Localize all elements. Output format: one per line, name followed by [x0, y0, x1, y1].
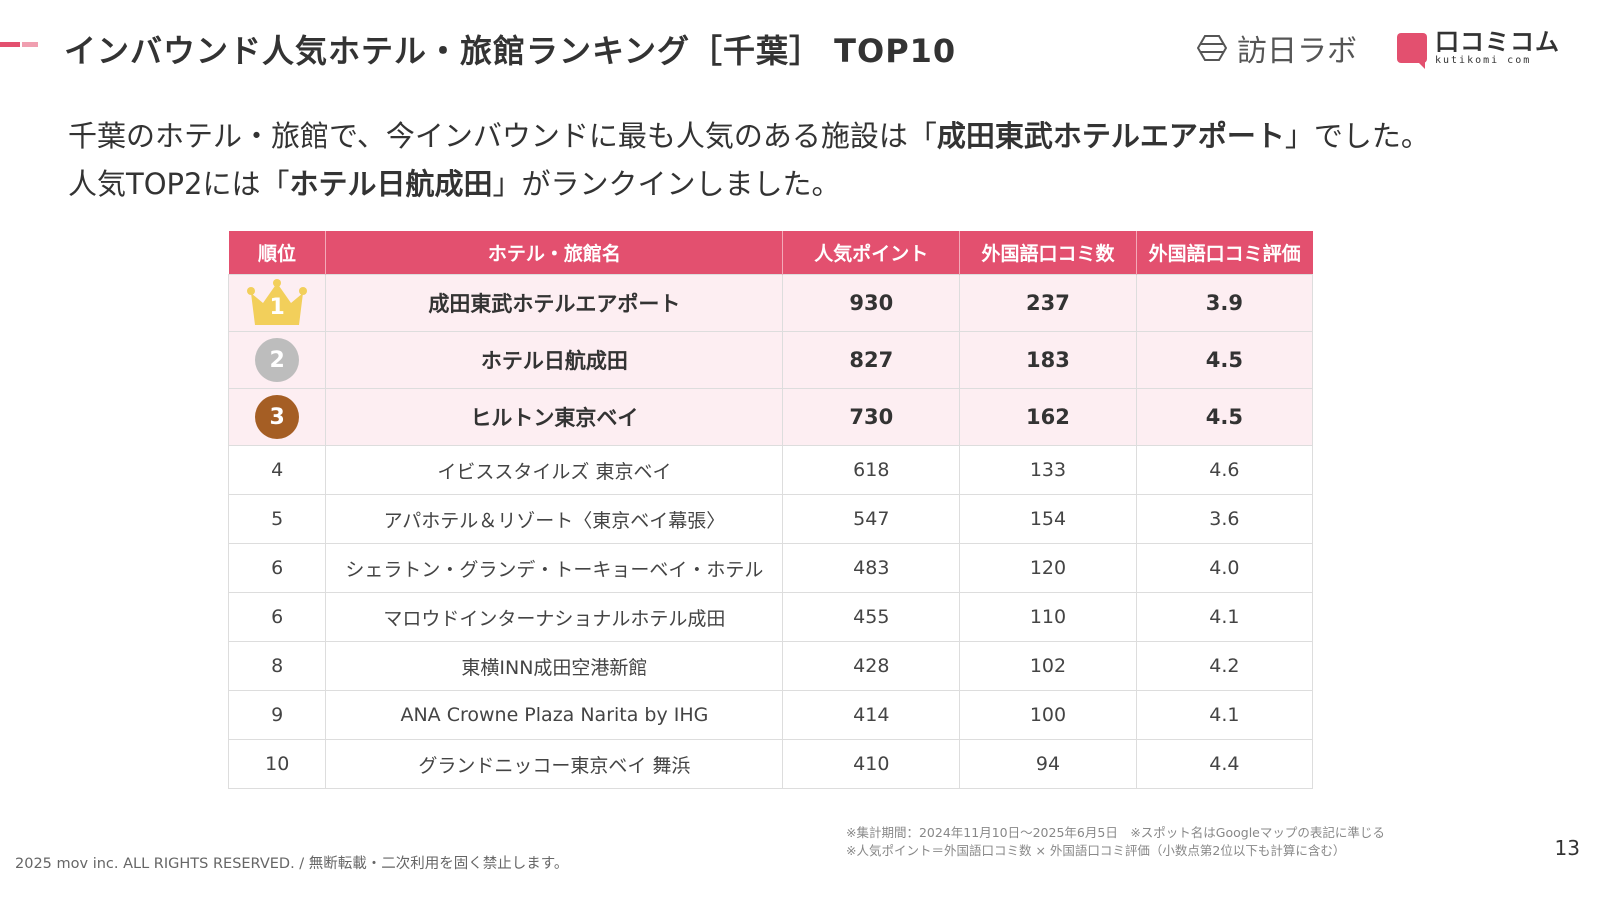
hexagon-logo-icon [1197, 35, 1227, 61]
footnotes: ※集計期間：2024年11月10日〜2025年6月5日 ※スポット名はGoogl… [846, 824, 1385, 860]
kuchikomi-logo-subtext: kutikomi com [1435, 55, 1532, 66]
hotel-name-cell: アパホテル＆リゾート〈東京ベイ幕張〉 [325, 494, 784, 544]
review-count-cell: 120 [959, 543, 1137, 593]
rank-cell: 8 [227, 641, 327, 691]
rank-cell: 6 [227, 543, 327, 593]
review-rating-cell: 4.1 [1135, 592, 1314, 642]
houmon-lab-logo: 訪日ラボ [1197, 26, 1357, 70]
lead-line-2: 人気TOP2には「ホテル日航成田」がランクインしました。 [68, 167, 841, 201]
review-rating-cell: 4.0 [1135, 543, 1314, 593]
crown-icon: 1 [245, 279, 309, 327]
review-rating-cell: 4.4 [1135, 739, 1314, 789]
table-row: 10 グランドニッコー東京ベイ 舞浜 410 94 4.4 [227, 739, 1314, 789]
table-row: 9 ANA Crowne Plaza Narita by IHG 414 100… [227, 690, 1314, 740]
table-header-row: 順位 ホテル・旅館名 人気ポイント 外国語口コミ数 外国語口コミ評価 [228, 231, 1313, 275]
footnote-line-1: ※集計期間：2024年11月10日〜2025年6月5日 ※スポット名はGoogl… [846, 825, 1385, 840]
rank-cell: 2 [227, 331, 327, 389]
review-count-cell: 102 [959, 641, 1137, 691]
title-accent-bar [0, 42, 38, 47]
points-cell: 930 [782, 274, 961, 332]
points-cell: 547 [782, 494, 961, 544]
table-row: 8 東横INN成田空港新館 428 102 4.2 [227, 641, 1314, 691]
table-row: 6 マロウドインターナショナルホテル成田 455 110 4.1 [227, 592, 1314, 642]
header-logos: 訪日ラボ 口コミコム kutikomi com [1197, 26, 1560, 70]
points-cell: 410 [782, 739, 961, 789]
ranking-table: 順位 ホテル・旅館名 人気ポイント 外国語口コミ数 外国語口コミ評価 1 成 [227, 231, 1314, 789]
hotel-name-cell: ホテル日航成田 [325, 331, 784, 389]
bronze-medal-icon: 3 [255, 395, 300, 439]
review-rating-cell: 3.6 [1135, 494, 1314, 544]
rank-cell: 6 [227, 592, 327, 642]
hotel-name-cell: 成田東武ホテルエアポート [325, 274, 784, 332]
silver-medal-icon: 2 [255, 338, 300, 382]
lead-highlight-1: 成田東武ホテルエアポート [936, 119, 1285, 153]
page-title: インバウンド人気ホテル・旅館ランキング［千葉］ TOP10 [64, 32, 957, 70]
hotel-name-cell: マロウドインターナショナルホテル成田 [325, 592, 784, 642]
hotel-name-cell: グランドニッコー東京ベイ 舞浜 [325, 739, 784, 789]
header-name: ホテル・旅館名 [325, 231, 784, 275]
lead-text: 千葉のホテル・旅館で、今インバウンドに最も人気のある施設は「成田東武ホテルエアポ… [68, 112, 1430, 208]
header-rank: 順位 [228, 231, 327, 275]
rank-cell: 3 [227, 388, 327, 446]
header-review-rating: 外国語口コミ評価 [1136, 231, 1313, 275]
review-count-cell: 237 [959, 274, 1137, 332]
review-rating-cell: 4.2 [1135, 641, 1314, 691]
kuchikomi-logo-text: 口コミコム [1435, 28, 1560, 56]
copyright-text: 2025 mov inc. ALL RIGHTS RESERVED. / 無断転… [15, 856, 569, 872]
table-row: 3 ヒルトン東京ベイ 730 162 4.5 [227, 388, 1314, 446]
review-count-cell: 94 [959, 739, 1137, 789]
hotel-name-cell: ヒルトン東京ベイ [325, 388, 784, 446]
rank-cell: 5 [227, 494, 327, 544]
header-points: 人気ポイント [782, 231, 961, 275]
hotel-name-cell: シェラトン・グランデ・トーキョーベイ・ホテル [325, 543, 784, 593]
lead-line-1: 千葉のホテル・旅館で、今インバウンドに最も人気のある施設は「成田東武ホテルエアポ… [68, 119, 1430, 153]
points-cell: 730 [782, 388, 961, 446]
points-cell: 827 [782, 331, 961, 389]
points-cell: 455 [782, 592, 961, 642]
review-count-cell: 100 [959, 690, 1137, 740]
speech-bubble-logo-icon [1397, 33, 1427, 69]
review-rating-cell: 4.1 [1135, 690, 1314, 740]
table-row: 4 イビススタイルズ 東京ベイ 618 133 4.6 [227, 445, 1314, 495]
hotel-name-cell: ANA Crowne Plaza Narita by IHG [325, 690, 784, 740]
points-cell: 428 [782, 641, 961, 691]
points-cell: 483 [782, 543, 961, 593]
points-cell: 414 [782, 690, 961, 740]
hotel-name-cell: 東横INN成田空港新館 [325, 641, 784, 691]
table-row: 5 アパホテル＆リゾート〈東京ベイ幕張〉 547 154 3.6 [227, 494, 1314, 544]
review-count-cell: 133 [959, 445, 1137, 495]
header-review-count: 外国語口コミ数 [959, 231, 1137, 275]
lead-highlight-2: ホテル日航成田 [289, 167, 493, 201]
table-row: 1 成田東武ホテルエアポート 930 237 3.9 [227, 274, 1314, 332]
review-rating-cell: 3.9 [1135, 274, 1314, 332]
footnote-line-2: ※人気ポイント＝外国語口コミ数 × 外国語口コミ評価（小数点第2位以下も計算に含… [846, 843, 1346, 858]
houmon-lab-logo-text: 訪日ラボ [1237, 34, 1357, 69]
review-rating-cell: 4.5 [1135, 388, 1314, 446]
page-number: 13 [1554, 836, 1580, 860]
review-count-cell: 162 [959, 388, 1137, 446]
review-rating-cell: 4.6 [1135, 445, 1314, 495]
review-rating-cell: 4.5 [1135, 331, 1314, 389]
kuchikomi-com-logo: 口コミコム kutikomi com [1397, 28, 1560, 69]
table-row: 6 シェラトン・グランデ・トーキョーベイ・ホテル 483 120 4.0 [227, 543, 1314, 593]
hotel-name-cell: イビススタイルズ 東京ベイ [325, 445, 784, 495]
review-count-cell: 183 [959, 331, 1137, 389]
points-cell: 618 [782, 445, 961, 495]
rank-cell: 4 [227, 445, 327, 495]
rank-cell: 1 [227, 274, 327, 332]
review-count-cell: 154 [959, 494, 1137, 544]
rank-cell: 10 [227, 739, 327, 789]
rank-cell: 9 [227, 690, 327, 740]
review-count-cell: 110 [959, 592, 1137, 642]
table-row: 2 ホテル日航成田 827 183 4.5 [227, 331, 1314, 389]
